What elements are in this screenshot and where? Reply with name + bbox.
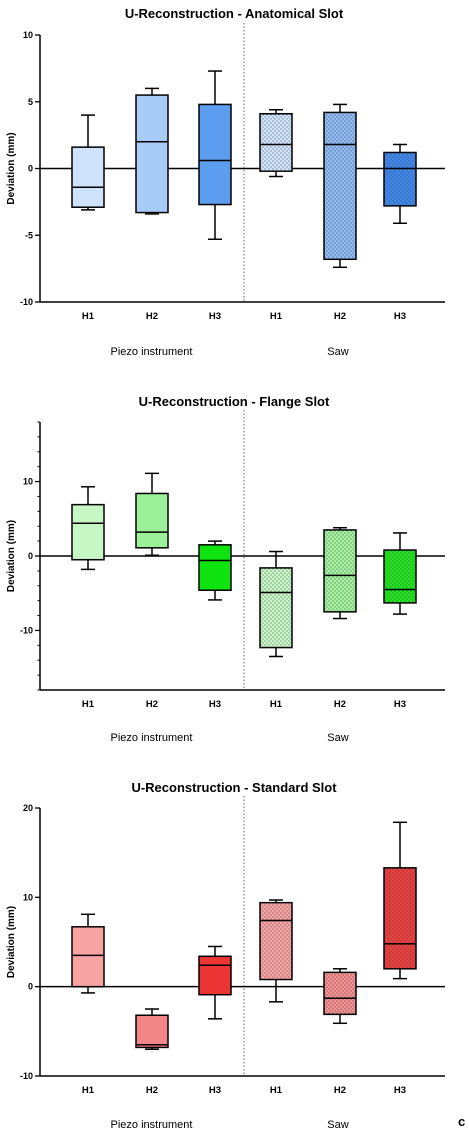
x-category-label: H2	[334, 311, 346, 322]
box-1	[71, 913, 105, 994]
box-dot-pattern	[260, 567, 292, 648]
x-category-label: H1	[270, 311, 283, 322]
box-1	[71, 486, 105, 571]
chart-panel-2: U-Reconstruction - Flange Slot Deviation …	[6, 394, 445, 744]
y-tick-label: 5	[28, 97, 33, 107]
box-body	[135, 94, 169, 214]
x-category-label: H1	[82, 699, 95, 710]
box-5	[323, 526, 357, 620]
x-category-label: H2	[334, 1085, 346, 1096]
group-label: Saw	[327, 732, 348, 744]
x-category-label: H1	[270, 699, 283, 710]
box-4	[259, 899, 293, 1003]
chart-title: U-Reconstruction - Standard Slot	[131, 780, 337, 795]
box-dot-pattern	[384, 550, 416, 603]
box-dot-pattern	[324, 972, 356, 1015]
box-body	[71, 926, 105, 988]
x-category-label: H3	[394, 699, 406, 710]
y-axis-title: Deviation (mm)	[6, 520, 17, 592]
box-4	[259, 109, 293, 178]
group-label: Piezo instrument	[111, 346, 193, 358]
y-tick-label: 0	[28, 982, 33, 992]
box-3	[198, 540, 232, 601]
box-body	[135, 1014, 169, 1049]
group-label: Saw	[327, 346, 348, 358]
box-6	[383, 143, 417, 224]
group-label: Piezo instrument	[111, 1119, 193, 1131]
box-2	[135, 1008, 169, 1050]
x-category-label: H2	[146, 311, 158, 322]
x-category-label: H2	[334, 699, 346, 710]
box-body	[198, 955, 232, 996]
chart-title: U-Reconstruction - Flange Slot	[139, 394, 330, 409]
y-tick-label: -10	[20, 625, 33, 635]
box-dot-pattern	[260, 113, 292, 172]
x-category-label: H3	[394, 311, 406, 322]
y-tick-label: 0	[28, 164, 33, 174]
chart-panel-1: U-Reconstruction - Anatomical Slot Deviat…	[6, 6, 445, 358]
x-category-label: H1	[270, 1085, 283, 1096]
y-tick-label: -5	[25, 230, 33, 240]
y-axis-title: Deviation (mm)	[6, 132, 17, 204]
x-category-label: H3	[209, 699, 221, 710]
y-tick-label: 20	[23, 803, 33, 813]
box-dot-pattern	[260, 902, 292, 980]
box-body	[71, 503, 105, 561]
x-category-label: H1	[82, 1085, 95, 1096]
chart-panel-3: U-Reconstruction - Standard Slot Deviatio…	[6, 780, 445, 1131]
box-6	[383, 532, 417, 615]
panel-letter: c	[458, 1114, 465, 1129]
box-dot-pattern	[384, 867, 416, 969]
x-category-label: H3	[209, 311, 221, 322]
box-5	[323, 103, 357, 269]
y-tick-label: -10	[20, 1071, 33, 1081]
x-category-label: H3	[394, 1085, 406, 1096]
x-category-label: H2	[146, 1085, 158, 1096]
box-4	[259, 550, 293, 658]
y-tick-label: -10	[20, 297, 33, 307]
box-body	[198, 103, 232, 206]
x-category-label: H1	[82, 311, 95, 322]
x-category-label: H3	[209, 1085, 221, 1096]
box-dot-pattern	[384, 152, 416, 206]
box-dot-pattern	[324, 529, 356, 612]
y-tick-label: 10	[23, 477, 33, 487]
y-tick-label: 10	[23, 892, 33, 902]
x-category-label: H2	[146, 699, 158, 710]
box-body	[71, 146, 105, 208]
y-tick-label: 10	[23, 30, 33, 40]
box-dot-pattern	[324, 112, 356, 260]
box-1	[71, 114, 105, 211]
box-2	[135, 472, 169, 557]
box-6	[383, 821, 417, 980]
y-axis-title: Deviation (mm)	[6, 906, 17, 978]
box-3	[198, 70, 232, 241]
box-5	[323, 968, 357, 1025]
box-3	[198, 945, 232, 1020]
box-body	[198, 544, 232, 591]
box-2	[135, 87, 169, 215]
group-label: Saw	[327, 1119, 348, 1131]
y-tick-label: 0	[28, 551, 33, 561]
group-label: Piezo instrument	[111, 732, 193, 744]
box-body	[135, 492, 169, 549]
chart-title: U-Reconstruction - Anatomical Slot	[125, 6, 344, 21]
